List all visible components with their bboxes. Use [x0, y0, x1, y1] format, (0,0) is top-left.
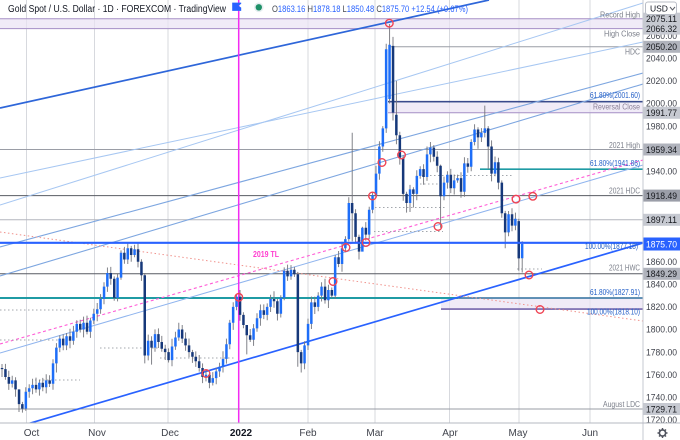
svg-text:1875.70: 1875.70	[646, 239, 677, 250]
svg-text:1918.49: 1918.49	[646, 191, 677, 202]
svg-text:USD: USD	[650, 4, 668, 14]
svg-text:2050.20: 2050.20	[646, 42, 677, 53]
svg-text:2019 TL: 2019 TL	[253, 249, 279, 259]
svg-text:61.80%(2001.60): 61.80%(2001.60)	[590, 90, 640, 100]
svg-text:1800.00: 1800.00	[646, 325, 677, 336]
svg-text:O1863.16 H1878.18 L1850.48 C18: O1863.16 H1878.18 L1850.48 C1875.70 +12.…	[272, 4, 468, 14]
svg-text:2022: 2022	[230, 428, 253, 439]
svg-text:100.00%(1877.18): 100.00%(1877.18)	[585, 241, 638, 251]
svg-text:August LDC: August LDC	[603, 400, 640, 409]
svg-text:1740.00: 1740.00	[646, 393, 677, 404]
svg-text:Mar: Mar	[366, 428, 384, 439]
svg-text:2075.11: 2075.11	[646, 14, 677, 25]
svg-text:100.00%(1818.10): 100.00%(1818.10)	[587, 307, 640, 317]
svg-text:2020.00: 2020.00	[646, 76, 677, 87]
svg-text:1860.00: 1860.00	[646, 257, 677, 268]
svg-text:1980.00: 1980.00	[646, 121, 677, 132]
svg-text:Feb: Feb	[299, 428, 317, 439]
svg-text:1897.11: 1897.11	[646, 215, 677, 226]
svg-text:1760.00: 1760.00	[646, 370, 677, 381]
svg-text:1720.00: 1720.00	[646, 415, 677, 426]
svg-text:2021 High: 2021 High	[609, 141, 640, 150]
svg-text:1780.00: 1780.00	[646, 347, 677, 358]
svg-text:61.80%(1941.86): 61.80%(1941.86)	[590, 158, 640, 168]
svg-text:Gold Spot / U.S. Dollar · 1D ·: Gold Spot / U.S. Dollar · 1D · FOREXCOM …	[8, 4, 227, 15]
svg-text:1991.77: 1991.77	[646, 108, 677, 119]
svg-text:HDC: HDC	[625, 48, 640, 57]
svg-text:1729.71: 1729.71	[646, 404, 677, 415]
svg-text:2021 HWC: 2021 HWC	[609, 264, 640, 273]
svg-text:Nov: Nov	[88, 428, 106, 439]
svg-text:2066.32: 2066.32	[646, 24, 677, 35]
svg-text:Oct: Oct	[24, 428, 40, 439]
svg-text:Jun: Jun	[582, 428, 598, 439]
svg-text:1959.34: 1959.34	[646, 145, 677, 156]
svg-text:61.80%(1827.91): 61.80%(1827.91)	[590, 287, 640, 297]
svg-text:2000.00: 2000.00	[646, 99, 677, 110]
svg-text:2021 HDC: 2021 HDC	[609, 187, 640, 196]
svg-text:Apr: Apr	[442, 428, 458, 439]
svg-text:2060.00: 2060.00	[646, 31, 677, 42]
svg-text:May: May	[509, 428, 528, 439]
svg-text:High Close: High Close	[604, 30, 640, 39]
svg-text:1940.00: 1940.00	[646, 167, 677, 178]
svg-text:1840.00: 1840.00	[646, 280, 677, 291]
svg-text:Dec: Dec	[161, 428, 179, 439]
svg-text:Record High: Record High	[600, 11, 640, 20]
svg-text:2040.00: 2040.00	[646, 54, 677, 65]
svg-text:1849.29: 1849.29	[646, 269, 677, 280]
svg-text:1820.00: 1820.00	[646, 302, 677, 313]
svg-text:Reversal Close: Reversal Close	[593, 103, 640, 112]
